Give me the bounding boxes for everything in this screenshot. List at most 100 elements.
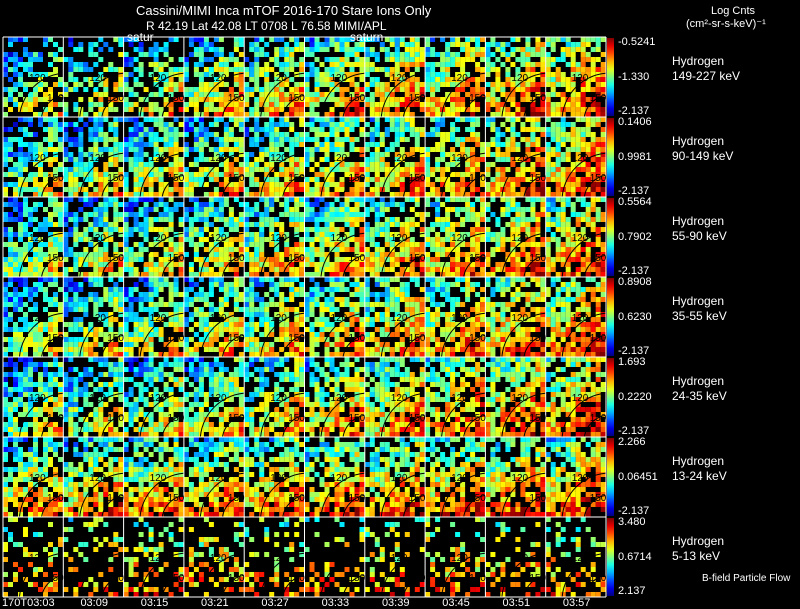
contour-label: 150 <box>469 413 486 424</box>
colorbar-min-label: -2.137 <box>618 345 650 357</box>
colorbar <box>607 118 614 196</box>
contour-label: 150 <box>168 93 185 104</box>
heatmap-panel <box>183 197 249 282</box>
contour-label: 120 <box>451 73 468 84</box>
contour-label: 150 <box>590 573 607 584</box>
contour-label: 150 <box>168 573 185 584</box>
contour-label: 150 <box>47 573 64 584</box>
contour-label: 120 <box>29 153 46 164</box>
contour-label: 120 <box>270 153 287 164</box>
contour-label: 150 <box>288 413 305 424</box>
colorbar-min-label: -2.137 <box>618 105 650 117</box>
colorbar-mid-label: 0.06451 <box>618 471 658 483</box>
heatmap-panel <box>364 437 430 522</box>
contour-label: 150 <box>168 173 185 184</box>
contour-label: 150 <box>228 173 245 184</box>
contour-label: 150 <box>349 253 366 264</box>
contour-label: 150 <box>47 333 64 344</box>
heatmap-panel <box>183 357 249 442</box>
contour-label: 150 <box>288 93 305 104</box>
contour-label: 120 <box>270 233 287 244</box>
time-tick-label: 03:21 <box>201 597 229 609</box>
colorbar-min-label: -2.137 <box>618 265 650 277</box>
contour-label: 120 <box>391 393 408 404</box>
contour-label: 120 <box>331 553 348 564</box>
contour-label: 120 <box>270 73 287 84</box>
contour-label: 150 <box>168 333 185 344</box>
contour-label: 150 <box>529 253 546 264</box>
contour-label: 120 <box>150 553 167 564</box>
contour-label: 150 <box>529 93 546 104</box>
contour-label: 120 <box>150 473 167 484</box>
contour-label: 150 <box>349 333 366 344</box>
contour-label: 120 <box>210 233 227 244</box>
saturn-label-right: saturn <box>350 30 384 44</box>
contour-label: 150 <box>349 173 366 184</box>
time-tick-label: 03:45 <box>442 597 470 609</box>
heatmap-panel <box>183 437 249 522</box>
contour-label: 120 <box>270 553 287 564</box>
species-label: Hydrogen <box>672 454 725 468</box>
heatmap-panel <box>304 117 369 202</box>
contour-label: 120 <box>331 473 348 484</box>
heatmap-panel <box>244 197 309 282</box>
heatmap-panel <box>123 197 188 282</box>
heatmap-panel <box>304 197 369 282</box>
contour-label: 150 <box>349 573 366 584</box>
contour-label: 120 <box>89 153 106 164</box>
heatmap-panel <box>425 517 490 602</box>
heatmap-panel <box>364 517 430 602</box>
contour-label: 120 <box>29 233 46 244</box>
heatmap-panel <box>425 197 490 282</box>
contour-label: 150 <box>107 253 124 264</box>
heatmap-panel <box>545 357 611 442</box>
contour-label: 150 <box>409 333 426 344</box>
heatmap-panel <box>304 437 369 522</box>
colorbar-max-label: 0.1406 <box>618 116 652 128</box>
contour-label: 150 <box>107 173 124 184</box>
species-label: Hydrogen <box>672 54 725 68</box>
contour-label: 120 <box>391 153 408 164</box>
heatmap-panel <box>244 277 309 362</box>
contour-label: 120 <box>89 233 106 244</box>
heatmap-panel <box>545 437 611 522</box>
heatmap-panel <box>545 197 611 282</box>
heatmap-panel <box>485 522 550 602</box>
contour-label: 120 <box>572 393 589 404</box>
contour-label: 150 <box>228 573 245 584</box>
heatmap-panel <box>63 277 128 362</box>
units-label: Log Cnts <box>711 5 756 17</box>
contour-label: 150 <box>288 253 305 264</box>
contour-label: 120 <box>29 73 46 84</box>
heatmap-panel <box>63 197 128 282</box>
heatmap-panel <box>364 197 430 282</box>
heatmap-panel <box>244 117 309 202</box>
time-tick-label: 03:51 <box>502 597 531 609</box>
contour-label: 120 <box>511 553 528 564</box>
heatmap-panel <box>183 277 249 362</box>
colorbar-mid-label: 0.6230 <box>618 311 652 323</box>
colorbar-min-label: -2.137 <box>618 185 650 197</box>
contour-label: 150 <box>590 493 607 504</box>
colorbar-mid-label: -1.330 <box>618 71 650 83</box>
species-label: Hydrogen <box>672 534 725 548</box>
contour-label: 120 <box>451 553 468 564</box>
contour-label: 150 <box>529 413 546 424</box>
contour-label: 120 <box>29 473 46 484</box>
contour-label: 120 <box>150 233 167 244</box>
heatmap-panel <box>425 437 490 522</box>
contour-label: 150 <box>288 173 305 184</box>
heatmap-panel <box>304 37 369 122</box>
heatmap-panel <box>545 277 611 362</box>
colorbar-mid-label: 0.7902 <box>618 231 652 243</box>
heatmap-panel <box>485 357 550 442</box>
units-formula: (cm²-sr-s-keV)⁻¹ <box>686 18 766 30</box>
energy-range-label: 90-149 keV <box>672 149 734 163</box>
heatmap-panel <box>485 117 550 202</box>
contour-label: 150 <box>47 93 64 104</box>
contour-label: 150 <box>469 93 486 104</box>
bfield-flow-label: B-field Particle Flow <box>702 573 791 584</box>
contour-label: 150 <box>529 493 546 504</box>
contour-label: 120 <box>511 313 528 324</box>
heatmap-panel <box>63 517 128 602</box>
